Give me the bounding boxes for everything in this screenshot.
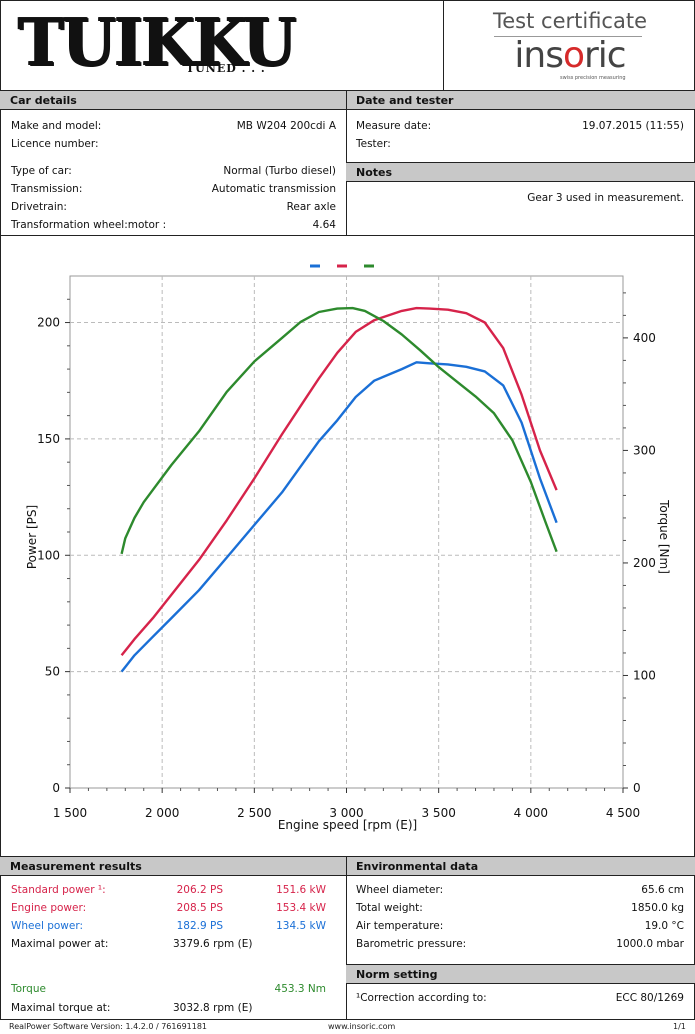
frame-bottom	[0, 1019, 695, 1020]
notes-text: Gear 3 used in measurement.	[527, 192, 684, 204]
drivetrain-label: Drivetrain:	[11, 201, 67, 213]
x-tick-label: 2 000	[145, 806, 179, 820]
y2-tick-label: 100	[633, 668, 656, 682]
software-version: RealPower Software Version: 1.4.2.0 / 76…	[9, 1022, 208, 1031]
y-tick-label: 200	[37, 316, 60, 330]
correction-value: ECC 80/1269	[615, 992, 684, 1004]
wheel-power-kw: 134.5 kW	[276, 920, 326, 932]
max-power-value: 3379.6 rpm (E)	[173, 938, 253, 950]
x-tick-label: 3 000	[329, 806, 363, 820]
air-temp-value: 19.0 °C	[644, 920, 684, 932]
frame-top	[0, 0, 695, 1]
wheel-power-ps: 182.9 PS	[176, 920, 223, 932]
norm-header: Norm setting	[346, 964, 695, 984]
x-tick-label: 3 500	[421, 806, 455, 820]
insoric-tagline: swiss precision measuring	[560, 75, 626, 81]
tuikku-logo: TUIKKU	[18, 4, 297, 81]
x-tick-label: 4 000	[514, 806, 548, 820]
baro-value: 1000.0 mbar	[616, 938, 684, 950]
insoric-logo: insoric	[514, 35, 626, 76]
max-torque-value: 3032.8 rpm (E)	[173, 1002, 253, 1014]
torque-line	[120, 306, 558, 555]
y-axis-label: Power [PS]	[25, 504, 39, 570]
baro-label: Barometric pressure:	[356, 938, 467, 950]
x-axis-label: Engine speed [rpm (E)]	[277, 818, 418, 832]
std-power-kw: 151.6 kW	[276, 884, 326, 896]
tester-label: Tester:	[356, 138, 391, 150]
max-power-label: Maximal power at:	[11, 938, 109, 950]
standard-power-line	[120, 306, 558, 657]
y-tick-label: 150	[37, 432, 60, 446]
y2-tick-label: 400	[633, 331, 656, 345]
engine-power-kw: 153.4 kW	[276, 902, 326, 914]
title-underline	[494, 36, 642, 37]
total-weight-value: 1850.0 kg	[631, 902, 684, 914]
engine-power-ps: 208.5 PS	[176, 902, 223, 914]
transform-label: Transformation wheel:motor :	[11, 219, 167, 231]
y-tick-label: 0	[52, 781, 60, 795]
air-temp-label: Air temperature:	[356, 920, 444, 932]
transmission-value: Automatic transmission	[211, 183, 336, 195]
wheel-diameter-label: Wheel diameter:	[356, 884, 444, 896]
certificate-title: Test certificate	[493, 9, 647, 33]
wheel-power-line	[120, 361, 558, 673]
y2-tick-label: 200	[633, 556, 656, 570]
total-weight-label: Total weight:	[356, 902, 423, 914]
transform-value: 4.64	[312, 219, 336, 231]
type-label: Type of car:	[11, 165, 72, 177]
header-divider	[443, 0, 444, 90]
transmission-label: Transmission:	[11, 183, 83, 195]
date-value: 19.07.2015 (11:55)	[582, 120, 684, 132]
make-value: MB W204 200cdi A	[236, 120, 336, 132]
car-details-header: Car details	[0, 90, 347, 110]
tuned-text: TUNED . . .	[186, 62, 266, 75]
type-value: Normal (Turbo diesel)	[223, 165, 336, 177]
date-tester-header: Date and tester	[346, 90, 695, 110]
environment-header: Environmental data	[346, 856, 695, 876]
x-tick-label: 1 500	[53, 806, 87, 820]
y-tick-label: 50	[45, 665, 60, 679]
licence-label: Licence number:	[11, 138, 99, 150]
wheel-diameter-value: 65.6 cm	[641, 884, 684, 896]
notes-header: Notes	[346, 162, 695, 182]
std-power-label: Standard power ¹:	[11, 884, 106, 896]
y2-axis-label: Torque [Nm]	[657, 500, 671, 574]
footer-url[interactable]: www.insoric.com	[328, 1022, 396, 1031]
y-tick-label: 100	[37, 548, 60, 562]
torque-label: Torque	[11, 983, 46, 995]
y2-tick-label: 0	[633, 781, 641, 795]
y2-tick-label: 300	[633, 443, 656, 457]
std-power-ps: 206.2 PS	[176, 884, 223, 896]
torque-value: 453.3 Nm	[274, 983, 326, 995]
drivetrain-value: Rear axle	[286, 201, 336, 213]
wheel-power-label: Wheel power:	[11, 920, 84, 932]
chart-lines	[120, 306, 558, 673]
x-tick-label: 2 500	[237, 806, 271, 820]
chart-axes: 1 500 2 000 2 500 3 000 3 500 4 000 4 500 0 50 10…	[37, 292, 656, 820]
chart-grid	[69, 275, 624, 789]
engine-power-label: Engine power:	[11, 902, 87, 914]
frame-left	[0, 0, 1, 1020]
page-number: 1/1	[673, 1022, 686, 1031]
results-divider	[346, 856, 347, 1020]
date-label: Measure date:	[356, 120, 432, 132]
max-torque-label: Maximal torque at:	[11, 1002, 111, 1014]
correction-label: ¹Correction according to:	[356, 992, 487, 1004]
power-torque-chart: 1 500 2 000 2 500 3 000 3 500 4 000 4 500 0 50 10…	[37, 264, 656, 820]
details-bottom-line	[0, 235, 695, 236]
make-label: Make and model:	[11, 120, 102, 132]
x-tick-label: 4 500	[606, 806, 640, 820]
measurement-header: Measurement results	[0, 856, 347, 876]
